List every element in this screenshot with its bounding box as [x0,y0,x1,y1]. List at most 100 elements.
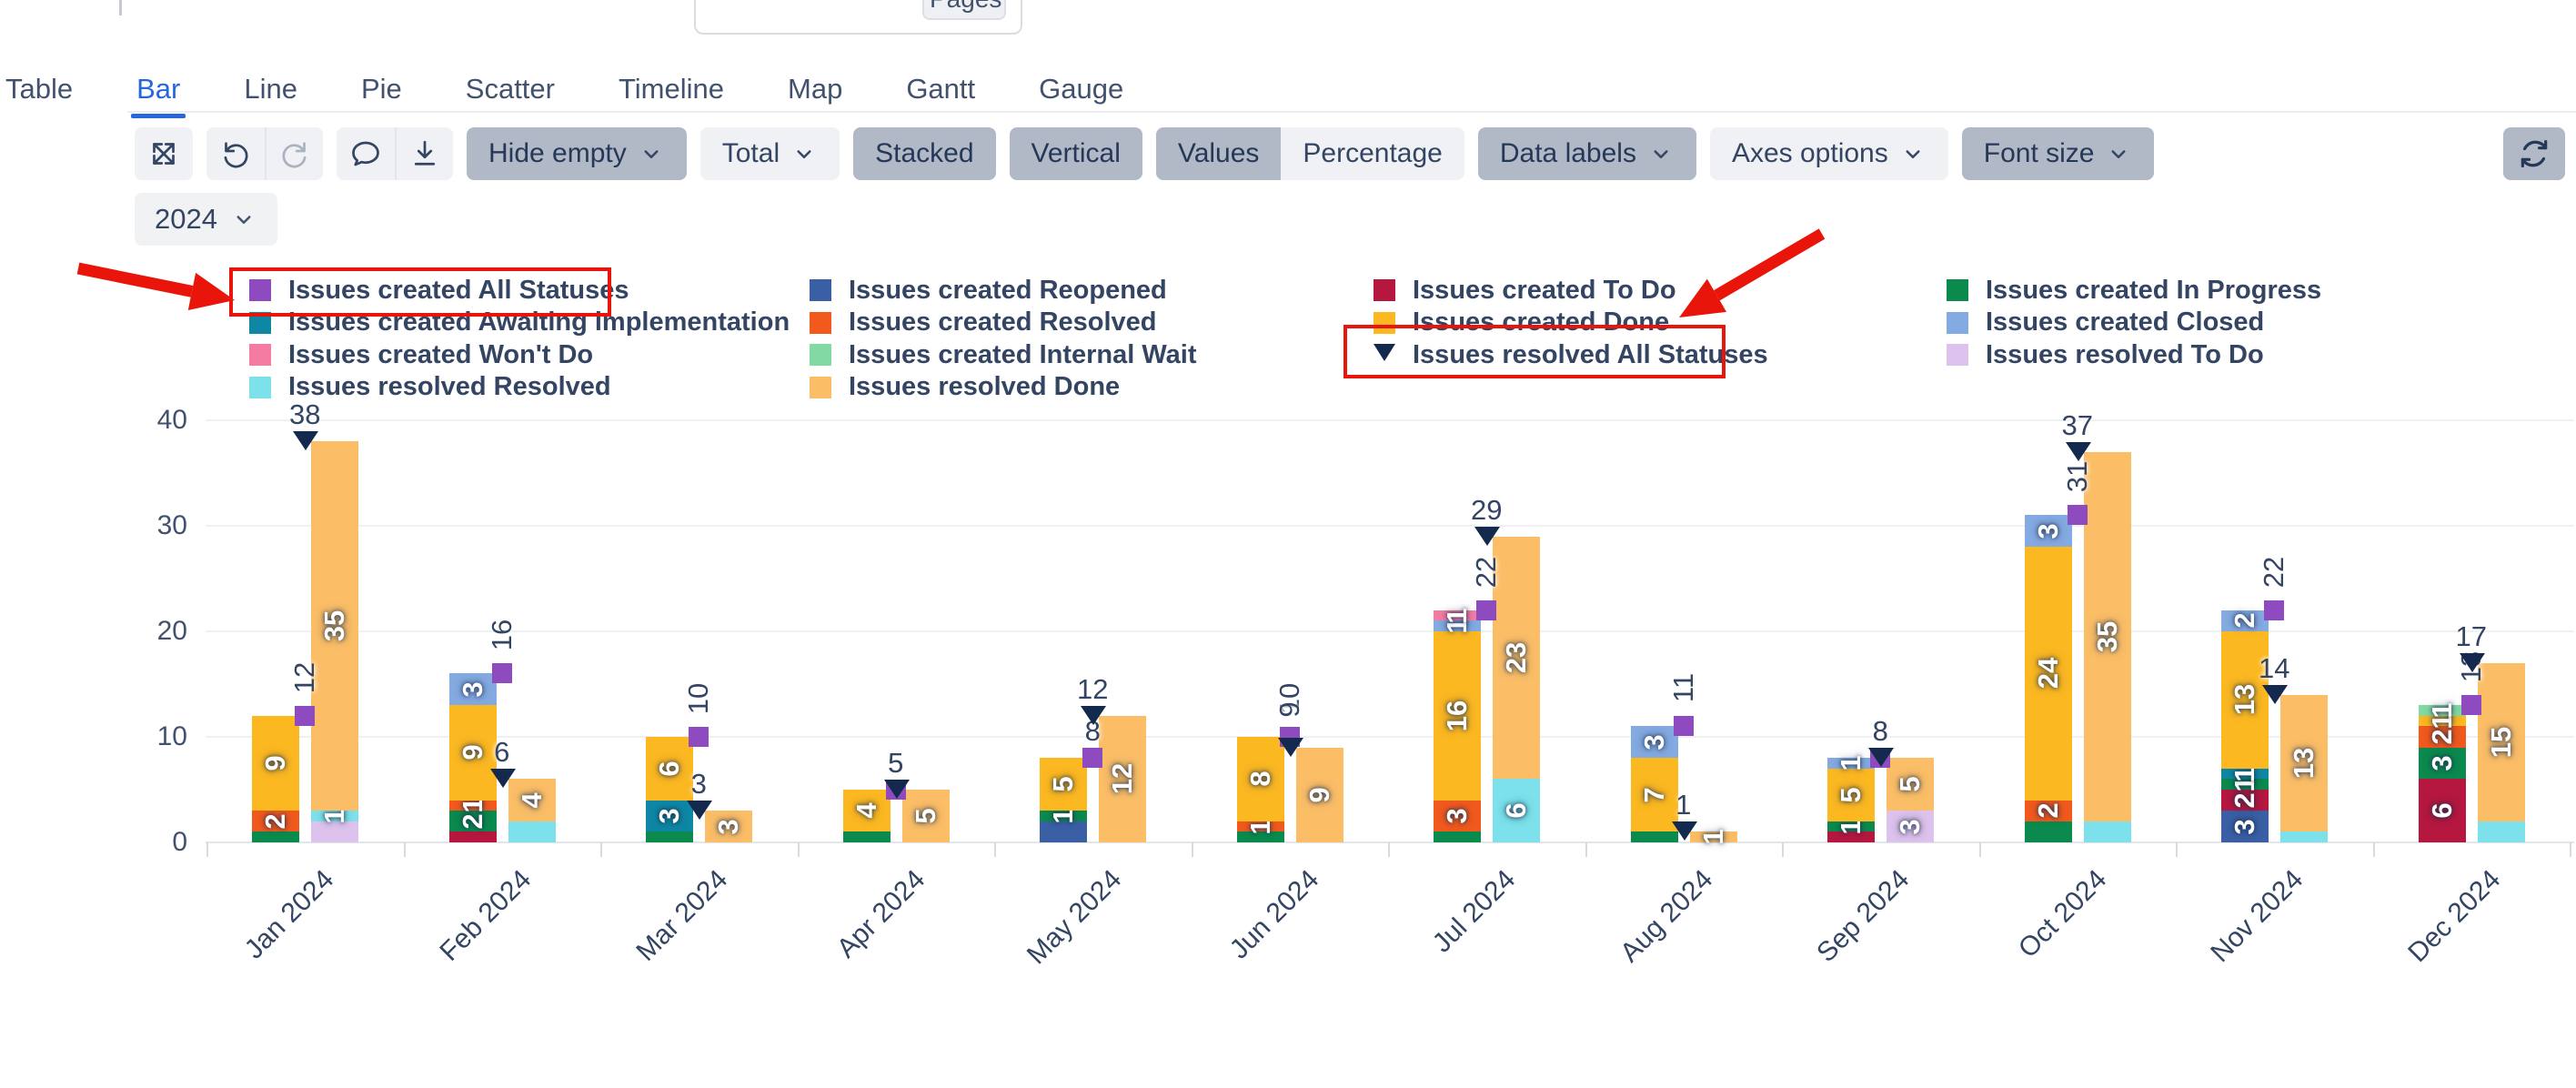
created-total-marker[interactable] [491,663,512,684]
legend-item-issues-created-to-do[interactable]: Issues created To Do [1374,275,1676,306]
tab-gantt[interactable]: Gantt [901,71,981,116]
bar-segment-resolved-done[interactable] [1295,747,1343,842]
bar-segment-created-done[interactable] [2418,715,2466,727]
resolved-total-marker[interactable] [489,769,516,789]
legend-item-issues-created-won-t-do[interactable]: Issues created Won't Do [249,339,593,370]
refresh-button[interactable] [2503,127,2565,180]
bar-segment-created-done[interactable] [2221,631,2269,769]
bar-segment-resolved-to-do[interactable] [311,821,359,842]
bar-segment-created-in-progress[interactable] [1236,831,1284,842]
bar-segment-created-done[interactable] [252,715,300,811]
bar-segment-resolved-resolved[interactable] [2280,831,2329,842]
tab-bar[interactable]: Bar [131,71,186,118]
bar-segment-resolved-done[interactable] [1493,536,1541,780]
tab-timeline[interactable]: Timeline [613,71,730,116]
created-total-marker[interactable] [295,705,316,726]
bar-segment-created-closed[interactable] [2024,515,2072,548]
bar-segment-resolved-to-do[interactable] [1887,811,1935,842]
bar-segment-created-resolved[interactable] [448,800,497,811]
legend-item-issues-created-all-statuses[interactable]: Issues created All Statuses [249,275,629,306]
bar-segment-resolved-done[interactable] [2083,451,2131,821]
resolved-total-marker[interactable] [2459,652,2485,672]
bar-segment-created-resolved[interactable] [2024,800,2072,821]
toolbar-button-font-size[interactable]: Font size [1961,127,2155,180]
legend-item-issues-created-internal-wait[interactable]: Issues created Internal Wait [810,339,1197,370]
bar-segment-resolved-resolved[interactable] [1493,779,1541,842]
bar-segment-created-done[interactable] [842,790,891,832]
toolbar-button-values[interactable]: Values [1155,127,1282,180]
bar-segment-created-to-do[interactable] [2418,779,2466,842]
bar-segment-created-in-progress[interactable] [448,811,497,832]
bar-segment-created-closed[interactable] [448,673,497,706]
resolved-total-marker[interactable] [2262,684,2289,704]
toolbar-button-percentage[interactable]: Percentage [1281,127,1464,180]
resolved-total-marker[interactable] [1671,821,1697,841]
created-total-marker[interactable] [1673,716,1694,737]
bar-segment-created-in-progress[interactable] [1434,831,1482,842]
bar-segment-resolved-resolved[interactable] [2477,821,2525,842]
resolved-total-marker[interactable] [1081,705,1107,725]
resolved-total-marker[interactable] [293,431,319,451]
bar-segment-created-done[interactable] [1630,758,1678,832]
created-total-marker[interactable] [2264,599,2285,620]
bar-segment-created-to-do[interactable] [2221,790,2269,811]
bar-segment-created-in-progress[interactable] [1040,811,1088,821]
bar-segment-created-resolved[interactable] [252,811,300,832]
resolved-total-marker[interactable] [1868,748,1895,768]
tab-gauge[interactable]: Gauge [1033,71,1129,116]
bar-segment-created-closed[interactable] [2221,609,2269,631]
pages-button[interactable]: Pages [922,0,1006,20]
undo-button[interactable] [206,127,265,180]
legend-item-issues-resolved-done[interactable]: Issues resolved Done [810,372,1120,403]
download-button[interactable] [395,127,453,180]
bar-segment-created-closed[interactable] [1827,758,1876,769]
bar-segment-resolved-done[interactable] [311,441,359,811]
legend-item-issues-resolved-resolved[interactable]: Issues resolved Resolved [249,372,611,403]
bar-segment-created-in-progress[interactable] [646,831,694,842]
created-total-marker[interactable] [2460,695,2481,716]
resolved-total-marker[interactable] [2065,441,2091,461]
tab-pie[interactable]: Pie [356,71,408,116]
bar-segment-resolved-done[interactable] [508,779,556,821]
tab-scatter[interactable]: Scatter [460,71,560,116]
legend-item-issues-resolved-to-do[interactable]: Issues resolved To Do [1947,339,2264,370]
bar-segment-resolved-done[interactable] [901,790,950,842]
bar-segment-resolved-done[interactable] [2280,694,2329,832]
bar-segment-created-done[interactable] [448,705,497,801]
resolved-total-marker[interactable] [1474,526,1501,546]
bar-segment-created-done[interactable] [2024,547,2072,801]
toolbar-button-vertical[interactable]: Vertical [1009,127,1142,180]
bar-segment-resolved-resolved[interactable] [311,811,359,821]
bar-segment-created-in-progress[interactable] [1827,821,1876,832]
toolbar-button-axes-options[interactable]: Axes options [1709,127,1948,180]
bar-segment-resolved-done[interactable] [705,811,753,842]
bar-segment-created-reopened[interactable] [1040,821,1088,842]
bar-segment-resolved-done[interactable] [2477,662,2525,821]
tab-map[interactable]: Map [782,71,848,116]
comment-button[interactable] [337,127,395,180]
bar-segment-created-in-progress[interactable] [842,831,891,842]
toolbar-button-total[interactable]: Total [699,127,840,180]
legend-item-issues-created-closed[interactable]: Issues created Closed [1947,307,2264,338]
bar-segment-created-done[interactable] [646,737,694,801]
created-total-marker[interactable] [1082,748,1103,769]
bar-segment-resolved-done[interactable] [1887,758,1935,811]
bar-segment-created-done[interactable] [1040,758,1088,811]
toolbar-button-hide-empty[interactable]: Hide empty [467,127,687,180]
created-total-marker[interactable] [689,727,709,747]
bar-segment-created-in-progress[interactable] [1630,831,1678,842]
bar-segment-created-in-progress[interactable] [252,831,300,842]
bar-segment-created-to-do[interactable] [448,831,497,842]
expand-button[interactable] [135,127,193,180]
bar-segment-created-done[interactable] [1434,631,1482,801]
tab-table[interactable]: Table [0,71,78,116]
bar-segment-resolved-resolved[interactable] [508,821,556,842]
bar-segment-created-in-progress[interactable] [2418,747,2466,780]
resolved-total-marker[interactable] [687,801,713,821]
created-total-marker[interactable] [2067,505,2088,526]
bar-segment-created-resolved[interactable] [2418,726,2466,748]
bar-segment-resolved-resolved[interactable] [2083,821,2131,842]
toolbar-button-stacked[interactable]: Stacked [853,127,996,180]
bar-segment-created-to-do[interactable] [1827,831,1876,842]
bar-segment-created-reopened[interactable] [2221,811,2269,842]
